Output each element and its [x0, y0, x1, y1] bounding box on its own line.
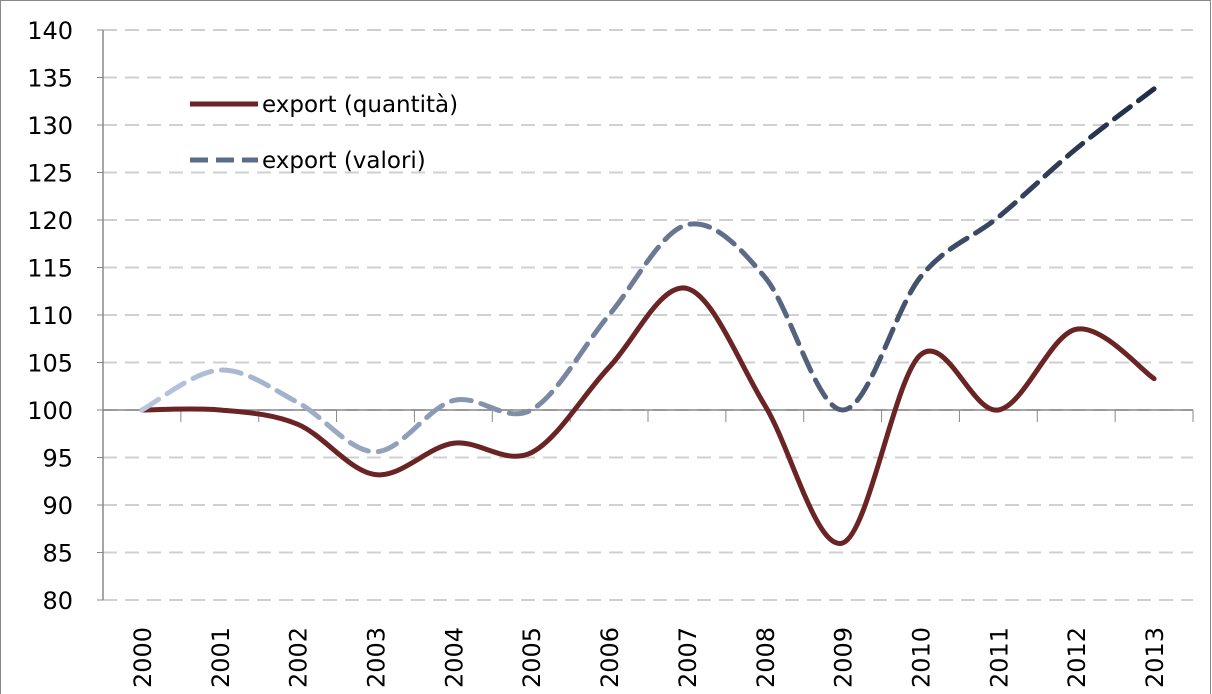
legend-label: export (quantità): [262, 92, 458, 118]
y-tick-label: 85: [42, 540, 73, 568]
y-tick-label: 135: [27, 65, 73, 93]
x-tick-label: 2001: [207, 627, 235, 688]
x-tick-label: 2010: [908, 627, 936, 688]
y-tick-label: 115: [27, 255, 73, 283]
y-tick-label: 105: [27, 350, 73, 378]
legend-label: export (valori): [262, 148, 426, 174]
x-tick-label: 2005: [518, 627, 546, 688]
y-tick-label: 125: [27, 160, 73, 188]
y-tick-label: 120: [27, 207, 73, 235]
x-tick-label: 2011: [985, 627, 1013, 688]
x-tick-label: 2002: [285, 627, 313, 688]
y-tick-label: 80: [42, 587, 73, 615]
y-tick-label: 110: [27, 302, 73, 330]
x-tick-label: 2009: [830, 627, 858, 688]
x-tick-label: 2003: [363, 627, 391, 688]
series-line: [139, 285, 1157, 546]
x-tick-label: 2004: [440, 627, 468, 688]
series-line: [139, 86, 1157, 455]
y-tick-label: 90: [42, 492, 73, 520]
x-tick-label: 2000: [129, 627, 157, 688]
x-tick-label: 2013: [1141, 627, 1169, 688]
x-tick-label: 2006: [596, 627, 624, 688]
x-tick-label: 2012: [1063, 627, 1091, 688]
y-tick-label: 130: [27, 112, 73, 140]
y-tick-label: 100: [27, 397, 73, 425]
y-tick-label: 95: [42, 445, 73, 473]
x-tick-label: 2007: [674, 627, 702, 688]
x-tick-label: 2008: [752, 627, 780, 688]
y-tick-label: 140: [27, 17, 73, 45]
